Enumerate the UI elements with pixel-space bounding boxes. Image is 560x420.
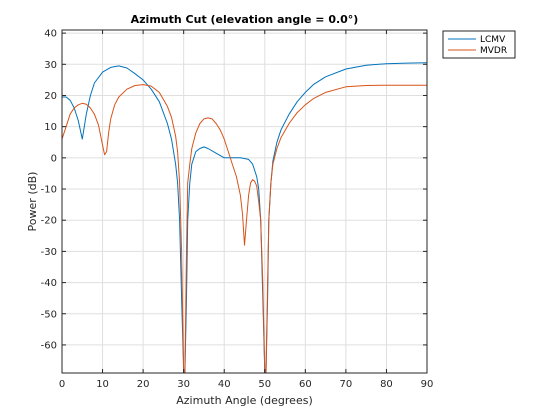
x-tick-label: 70 [340,379,353,390]
series-line-lcmv [62,62,427,373]
y-tick-label: 0 [51,153,57,164]
x-tick-label: 20 [137,379,150,390]
x-tick-label: 10 [96,379,109,390]
x-tick-label: 90 [421,379,434,390]
y-tick-label: 30 [44,60,57,71]
x-tick-label: 60 [299,379,312,390]
legend-label-lcmv: LCMV [480,35,506,45]
series-layer [62,62,427,373]
x-tick-label: 50 [258,379,271,390]
y-tick-label: -10 [41,185,57,196]
x-axis-title: Azimuth Angle (degrees) [176,394,313,407]
y-tick-label: -20 [41,216,57,227]
plot-border [61,29,428,374]
y-axis-title: Power (dB) [26,172,39,232]
y-tick-label: 40 [44,29,57,40]
axis-ticks: 0 10 20 30 40 50 60 70 80 90 40 30 20 10 0 -10 -20 -30 -40… [41,29,434,390]
y-tick-label: 10 [44,122,57,133]
chart-title: Azimuth Cut (elevation angle = 0.0°) [131,13,359,26]
y-tick-label: -30 [41,247,57,258]
x-tick-label: 80 [380,379,393,390]
x-tick-label: 30 [177,379,190,390]
y-tick-label: -50 [41,309,57,320]
x-tick-label: 40 [218,379,231,390]
plot-area [62,30,427,373]
legend-box [442,30,516,59]
y-tick-label: -60 [41,340,57,351]
legend-label-mvdr: MVDR [480,46,507,56]
x-tick-label: 0 [59,379,65,390]
series-line-mvdr [62,84,427,373]
y-tick-label: 20 [44,91,57,102]
y-tick-label: -40 [41,278,57,289]
